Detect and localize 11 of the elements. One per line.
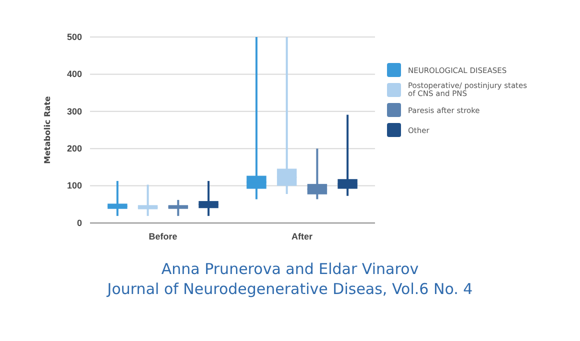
y-tick-label: 200	[66, 143, 82, 154]
x-tick-label: After	[292, 231, 314, 242]
text: Journal of Neurodegenerative Diseas, Vol.6 No. 4	[106, 280, 473, 298]
y-axis-title: Metabolic Rate	[43, 96, 52, 164]
y-tick-label: 100	[66, 180, 82, 191]
x-tick-label: Before	[148, 231, 178, 242]
text: Anna Prunerova and Eldar Vinarov	[161, 260, 419, 278]
y-tick-label: 0	[76, 218, 82, 228]
y-tick-label: 400	[66, 69, 82, 80]
y-tick-label: 300	[66, 106, 82, 116]
y-tick-label: 500	[66, 32, 82, 42]
